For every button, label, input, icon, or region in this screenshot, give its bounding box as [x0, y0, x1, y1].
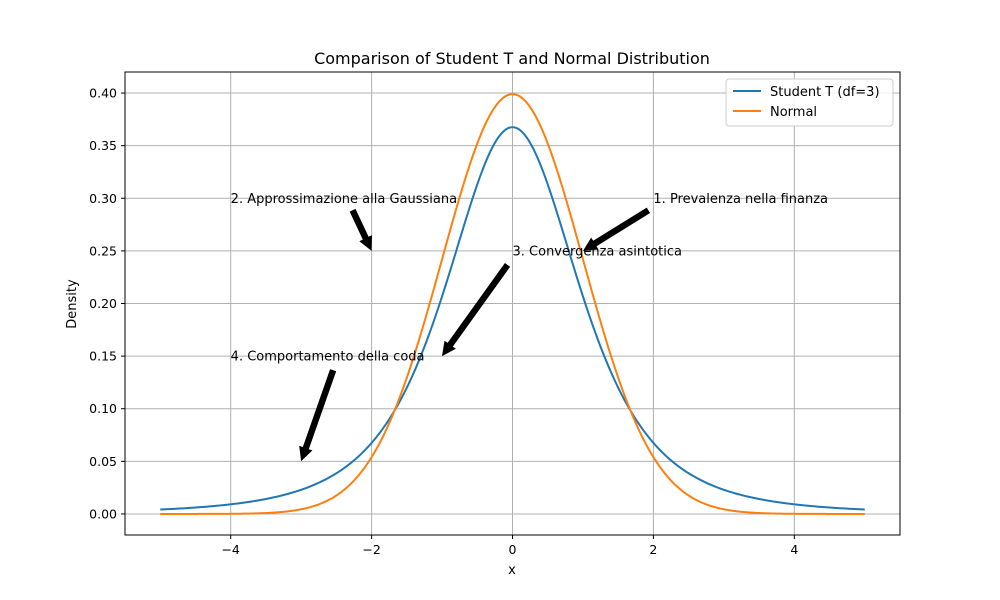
annotation-arrow — [442, 263, 511, 357]
x-tick-label: 4 — [790, 542, 798, 557]
annotations: 1. Prevalenza nella finanza 2. Approssima… — [231, 192, 828, 462]
y-tick-label: 0.05 — [89, 454, 117, 469]
legend-box — [725, 78, 894, 127]
x-tick-label: −4 — [221, 542, 239, 557]
series-layer — [160, 93, 865, 515]
annotation-text: 3. Convergenza asintotica — [513, 244, 683, 259]
y-axis: 0.00 0.05 0.10 0.15 0.20 0.25 0.30 0.35 0.40 — [89, 86, 125, 521]
annotation-text: 1. Prevalenza nella finanza — [653, 192, 828, 207]
grid — [125, 72, 900, 535]
annotation-arrow — [299, 369, 337, 462]
legend-label-normal: Normal — [770, 105, 817, 120]
y-tick-label: 0.35 — [89, 138, 117, 153]
series-line-student-t — [160, 126, 865, 511]
x-axis: −4 −2 0 2 4 — [221, 535, 798, 557]
y-tick-label: 0.10 — [89, 401, 117, 416]
x-tick-label: −2 — [362, 542, 380, 557]
series-line-normal — [160, 93, 865, 515]
legend-label-student-t: Student T (df=3) — [770, 85, 880, 100]
y-tick-label: 0.25 — [89, 243, 117, 258]
y-tick-label: 0.00 — [89, 506, 117, 521]
annotation-text: 4. Comportamento della coda — [231, 350, 425, 365]
y-axis-label: Density — [65, 279, 80, 329]
annotation-arrow — [583, 207, 651, 251]
annotation-arrow — [349, 208, 372, 251]
annotation-text: 2. Approssimazione alla Gaussiana — [231, 192, 457, 207]
y-tick-label: 0.40 — [89, 86, 117, 101]
x-tick-label: 0 — [509, 542, 517, 557]
y-tick-label: 0.30 — [89, 191, 117, 206]
legend: Student T (df=3) Normal — [725, 78, 894, 127]
x-tick-label: 2 — [649, 542, 657, 557]
y-tick-label: 0.20 — [89, 296, 117, 311]
x-axis-label: x — [508, 563, 516, 578]
chart-title: Comparison of Student T and Normal Distr… — [314, 49, 710, 68]
y-tick-label: 0.15 — [89, 349, 117, 364]
